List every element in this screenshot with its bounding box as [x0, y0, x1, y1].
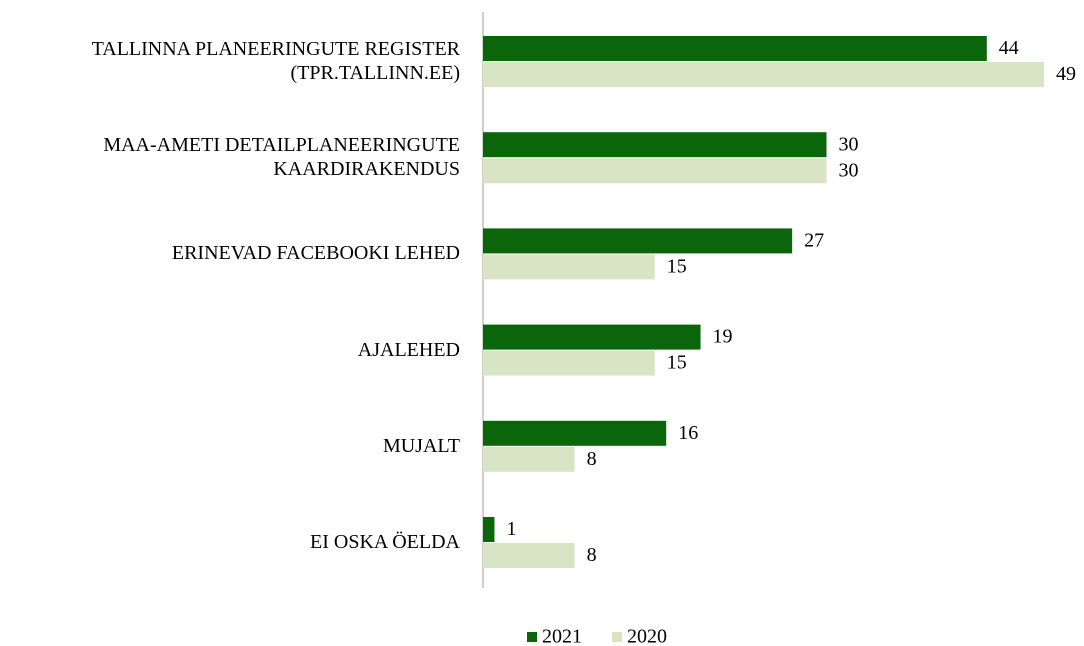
- value-label: 1: [506, 518, 516, 540]
- category-label: ERINEVAD FACEBOOKI LEHED: [171, 242, 460, 265]
- value-label: 27: [804, 229, 824, 251]
- bar: [483, 228, 793, 254]
- category-label: MAA-AMETI DETAILPLANEERINGUTE KAARDIRAKE…: [103, 134, 460, 181]
- bar: [483, 62, 1045, 87]
- value-label: 8: [587, 544, 597, 566]
- bar: [483, 420, 667, 446]
- value-label: 15: [667, 255, 687, 277]
- bar: [483, 158, 827, 184]
- category-label: TALLINNA PLANEERINGUTE REGISTER (TPR.TAL…: [91, 38, 460, 84]
- bar: [483, 254, 655, 280]
- bar: [483, 324, 701, 350]
- value-label: 44: [999, 37, 1019, 59]
- bar: [483, 36, 987, 61]
- legend-label: 2020: [627, 626, 667, 646]
- legend-swatch: [612, 632, 622, 642]
- value-label: 30: [839, 133, 859, 155]
- value-label: 49: [1056, 63, 1076, 85]
- legend-swatch: [527, 632, 537, 642]
- value-label: 15: [667, 352, 687, 374]
- category-label: EI OSKA ÖELDA: [310, 531, 460, 553]
- bar: [483, 517, 495, 542]
- category-label: AJALEHED: [357, 338, 460, 361]
- value-label: 30: [839, 159, 859, 181]
- bar: [483, 446, 575, 472]
- bar: [483, 543, 575, 568]
- bar: [483, 350, 655, 376]
- legend-label: 2021: [542, 626, 582, 646]
- bar: [483, 132, 827, 158]
- value-label: 16: [678, 422, 698, 444]
- category-label: MUJALT: [382, 434, 460, 457]
- value-label: 8: [587, 448, 597, 470]
- value-label: 19: [713, 326, 733, 348]
